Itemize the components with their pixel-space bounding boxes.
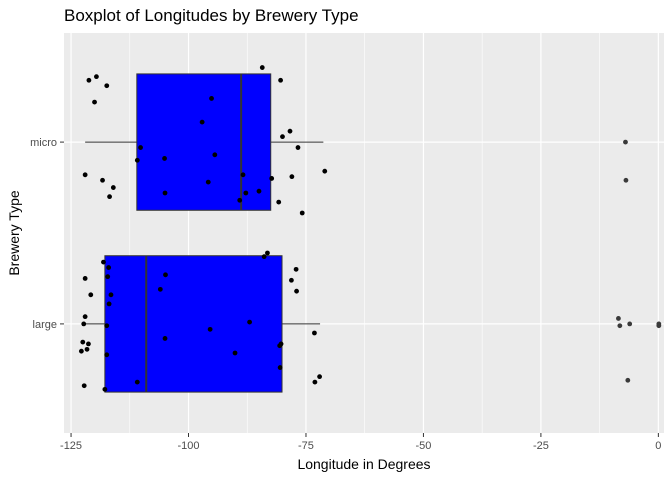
data-point-large	[88, 292, 94, 298]
data-point-large	[312, 330, 317, 336]
data-point-large	[86, 341, 91, 347]
data-point-large	[617, 323, 623, 329]
data-point-large	[265, 250, 270, 256]
data-point-micro	[94, 74, 99, 80]
data-point-large	[157, 286, 163, 292]
data-point-micro	[269, 176, 275, 181]
data-point-large	[293, 266, 299, 272]
data-point-large	[82, 276, 88, 281]
data-point-large	[104, 352, 110, 358]
data-point-micro	[276, 199, 282, 205]
data-point-micro	[82, 172, 88, 178]
data-point-large	[317, 374, 322, 380]
y-tick-label: large	[33, 319, 57, 331]
data-point-large	[312, 379, 318, 385]
data-point-micro	[322, 168, 328, 174]
y-axis-title: Brewery Type	[6, 190, 22, 276]
data-point-large	[78, 348, 84, 354]
data-point-large	[616, 316, 621, 321]
data-point-large	[294, 288, 299, 294]
data-point-micro	[107, 194, 112, 200]
data-point-large	[102, 386, 108, 392]
data-point-large	[247, 319, 252, 325]
data-point-micro	[205, 179, 211, 185]
data-point-micro	[138, 145, 143, 150]
data-point-micro	[240, 172, 246, 178]
data-point-large	[627, 321, 633, 327]
data-point-large	[106, 265, 112, 270]
x-tick-label: -75	[298, 440, 314, 452]
data-point-large	[289, 277, 294, 283]
data-point-large	[232, 350, 238, 356]
data-point-large	[82, 314, 88, 320]
x-tick-label: 0	[655, 440, 661, 452]
box-layer	[85, 73, 324, 393]
data-point-micro	[295, 145, 301, 150]
data-point-micro	[623, 139, 628, 145]
point-layer	[78, 65, 662, 392]
data-point-large	[104, 323, 110, 329]
axis-layer: -125 -100 -75 -50 -25 0 large micro	[30, 137, 661, 452]
data-point-large	[81, 321, 87, 327]
data-point-large	[108, 292, 114, 298]
grid-layer	[64, 33, 664, 433]
data-point-large	[277, 365, 283, 370]
data-point-large	[101, 259, 106, 265]
data-point-large	[625, 377, 631, 383]
y-tick-label: micro	[30, 137, 57, 149]
data-point-large	[163, 272, 168, 278]
data-point-large	[105, 274, 111, 280]
data-point-micro	[280, 134, 285, 140]
data-point-micro	[212, 152, 218, 158]
data-point-micro	[162, 156, 167, 161]
data-point-large	[84, 346, 90, 352]
data-point-micro	[299, 210, 305, 216]
data-point-large	[106, 301, 112, 307]
data-point-micro	[237, 197, 243, 203]
data-point-micro	[209, 96, 214, 101]
data-point-large	[277, 343, 283, 349]
data-point-micro	[162, 190, 168, 196]
x-axis-title: Longitude in Degrees	[297, 456, 430, 472]
x-tick-label: -25	[533, 440, 549, 452]
data-point-micro	[287, 128, 293, 134]
x-tick-label: -50	[415, 440, 431, 452]
data-point-large	[261, 254, 267, 260]
data-point-micro	[243, 190, 249, 196]
box-large	[104, 255, 283, 393]
data-point-large	[656, 323, 662, 329]
data-point-micro	[623, 177, 629, 183]
data-point-large	[207, 326, 213, 332]
data-point-micro	[86, 77, 92, 83]
data-point-micro	[278, 77, 284, 83]
data-point-micro	[100, 177, 105, 183]
x-tick-label: -125	[60, 440, 82, 452]
data-point-micro	[199, 119, 205, 125]
data-point-micro	[104, 83, 110, 89]
data-point-micro	[110, 185, 116, 190]
data-point-micro	[259, 65, 265, 70]
data-point-micro	[289, 174, 295, 180]
box-micro	[136, 73, 272, 211]
data-point-large	[134, 379, 140, 385]
data-point-micro	[134, 157, 140, 163]
data-point-large	[162, 336, 168, 341]
data-point-large	[80, 339, 86, 345]
data-point-large	[81, 383, 87, 389]
data-point-micro	[92, 99, 97, 105]
x-tick-label: -100	[177, 440, 199, 452]
chart-title: Boxplot of Longitudes by Brewery Type	[64, 6, 359, 25]
data-point-micro	[256, 188, 262, 194]
